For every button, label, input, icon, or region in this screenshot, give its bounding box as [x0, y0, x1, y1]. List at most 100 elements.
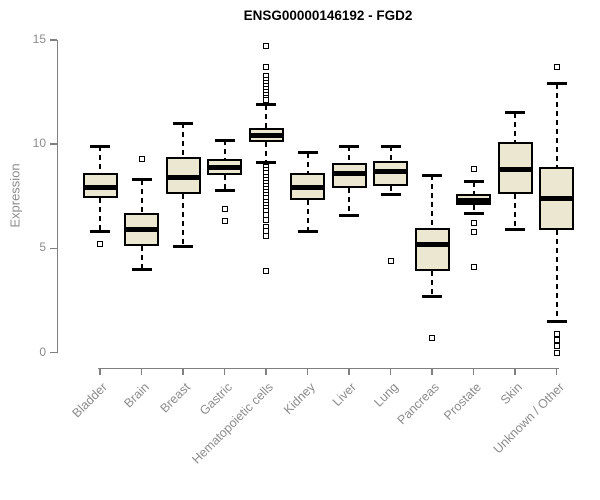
outlier-point	[387, 257, 394, 264]
lower-whisker-line	[514, 194, 516, 230]
lower-whisker-line	[182, 194, 184, 247]
x-tick	[555, 368, 558, 375]
median-line-brain	[124, 227, 159, 233]
upper-whisker-cap	[380, 144, 401, 148]
lower-whisker-line	[431, 271, 433, 297]
lower-whisker-cap	[173, 244, 193, 248]
outlier-point	[263, 64, 269, 71]
upper-whisker-cap	[90, 144, 110, 148]
x-tick	[99, 368, 101, 375]
upper-whisker-cap	[214, 138, 235, 142]
lower-whisker-line	[99, 198, 101, 232]
lower-whisker-line	[348, 187, 350, 216]
x-tick	[514, 368, 516, 375]
lower-whisker-line	[140, 246, 143, 270]
lower-whisker-line	[555, 229, 558, 322]
lower-whisker-cap	[505, 228, 525, 232]
lower-whisker-cap	[546, 319, 567, 323]
upper-whisker-line	[265, 104, 267, 128]
outlier-point	[138, 155, 145, 162]
outlier-point	[97, 241, 103, 248]
lower-whisker-cap	[422, 294, 442, 298]
y-tick	[50, 39, 57, 41]
upper-whisker-line	[472, 181, 475, 195]
outlier-point	[553, 349, 560, 356]
outlier-point	[553, 64, 560, 71]
upper-whisker-cap	[131, 178, 152, 182]
outlier-point	[553, 343, 560, 350]
median-line-kidney	[290, 185, 325, 191]
upper-whisker-line	[431, 175, 433, 228]
upper-whisker-line	[140, 179, 143, 213]
median-line-bladder	[82, 185, 118, 191]
outlier-point	[553, 330, 560, 337]
box-pancreas	[414, 227, 450, 272]
chart-title: ENSG00000146192 - FGD2	[243, 8, 413, 23]
lower-whisker-cap	[339, 213, 359, 217]
median-line-liver	[331, 170, 367, 176]
y-tick	[50, 143, 57, 145]
y-tick	[50, 351, 57, 354]
outlier-point	[470, 220, 477, 227]
upper-whisker-line	[348, 146, 350, 163]
outlier-point	[221, 218, 228, 225]
median-line-pancreas	[414, 241, 450, 247]
upper-whisker-line	[514, 112, 516, 143]
median-line-breast	[165, 175, 201, 181]
upper-whisker-cap	[546, 82, 567, 86]
lower-whisker-line	[306, 200, 309, 232]
median-line-lung	[373, 168, 408, 174]
outlier-point	[263, 268, 269, 275]
upper-whisker-cap	[297, 151, 318, 155]
x-tick	[472, 368, 475, 375]
outlier-point	[263, 217, 269, 224]
outlier-point	[263, 232, 269, 239]
lower-whisker-line	[472, 204, 475, 213]
lower-whisker-line	[389, 185, 392, 195]
outlier-point	[221, 205, 228, 212]
x-tick	[389, 368, 392, 375]
outlier-point	[553, 337, 560, 344]
outlier-point	[470, 264, 477, 271]
y-tick-label: 5	[39, 240, 46, 255]
x-tick	[431, 368, 433, 375]
lower-whisker-cap	[214, 188, 235, 192]
upper-whisker-cap	[422, 173, 442, 177]
y-axis-line	[56, 39, 58, 353]
outlier-point	[263, 97, 269, 104]
upper-whisker-line	[99, 146, 101, 174]
upper-whisker-cap	[173, 121, 193, 125]
upper-whisker-line	[223, 140, 226, 159]
lower-whisker-line	[223, 175, 226, 191]
lower-whisker-line	[265, 142, 267, 163]
lower-whisker-cap	[380, 192, 401, 196]
median-line-hematopoietic-cells	[248, 133, 284, 139]
x-tick	[265, 368, 267, 375]
median-line-prostate	[456, 197, 491, 203]
outlier-point	[470, 228, 477, 235]
lower-whisker-cap	[131, 267, 152, 271]
y-tick-label: 15	[32, 31, 46, 46]
lower-whisker-cap	[256, 161, 276, 165]
median-line-gastric	[207, 164, 242, 170]
y-tick-label: 0	[39, 344, 46, 359]
upper-whisker-cap	[256, 103, 276, 107]
x-tick	[306, 368, 309, 375]
x-tick	[182, 368, 184, 375]
x-tick	[348, 368, 350, 375]
y-tick	[50, 247, 57, 250]
upper-whisker-cap	[505, 111, 525, 115]
median-line-unknown-other	[539, 195, 574, 201]
upper-whisker-line	[555, 83, 558, 168]
upper-whisker-cap	[463, 180, 484, 184]
median-line-skin	[497, 166, 533, 172]
lower-whisker-cap	[90, 230, 110, 234]
upper-whisker-line	[182, 123, 184, 157]
upper-whisker-line	[306, 152, 309, 174]
outlier-point	[429, 335, 435, 342]
outlier-point	[470, 166, 477, 173]
x-tick	[140, 368, 143, 375]
x-tick	[223, 368, 226, 375]
